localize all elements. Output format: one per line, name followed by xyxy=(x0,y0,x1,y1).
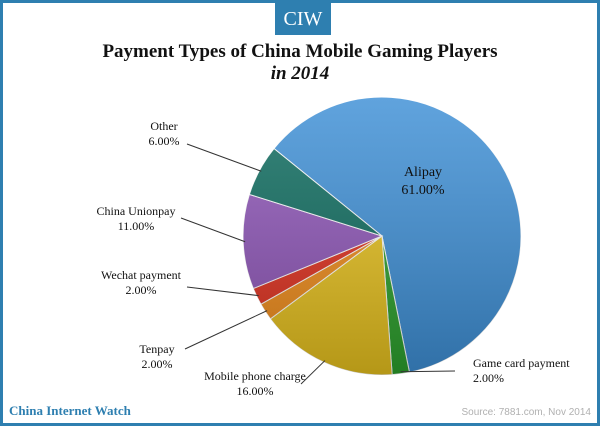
leader-line-other xyxy=(186,143,262,172)
source-note: Source: 7881.com, Nov 2014 xyxy=(461,407,591,418)
slice-value-mobile-phone-charge: 16.00% xyxy=(237,384,274,398)
slice-value-game-card-payment: 2.00% xyxy=(473,371,504,385)
ciw-logo: CIW xyxy=(275,3,331,35)
leader-line-wechat-payment xyxy=(186,286,259,297)
slice-value-alipay: 61.00% xyxy=(401,183,445,198)
slice-label-wechat-payment: Wechat payment xyxy=(101,268,182,282)
slice-value-tenpay: 2.00% xyxy=(142,357,173,371)
slice-value-wechat-payment: 2.00% xyxy=(126,283,157,297)
slice-label-other: Other xyxy=(150,119,177,133)
slice-label-alipay: Alipay xyxy=(404,165,442,180)
slice-value-china-unionpay: 11.00% xyxy=(118,219,155,233)
leader-line-tenpay xyxy=(184,310,268,350)
footer-brand: China Internet Watch xyxy=(9,403,131,418)
leader-line-mobile-phone-charge xyxy=(300,360,326,385)
slice-label-game-card-payment: Game card payment xyxy=(473,356,570,370)
chart-subtitle: in 2014 xyxy=(270,63,330,84)
slice-label-mobile-phone-charge: Mobile phone charge xyxy=(204,369,306,383)
chart-title: Payment Types of China Mobile Gaming Pla… xyxy=(102,41,498,62)
slice-value-other: 6.00% xyxy=(149,134,180,148)
leader-line-china-unionpay xyxy=(180,217,246,243)
slice-label-china-unionpay: China Unionpay xyxy=(97,204,176,218)
leader-line-game-card-payment xyxy=(400,370,456,373)
slice-label-tenpay: Tenpay xyxy=(139,342,174,356)
